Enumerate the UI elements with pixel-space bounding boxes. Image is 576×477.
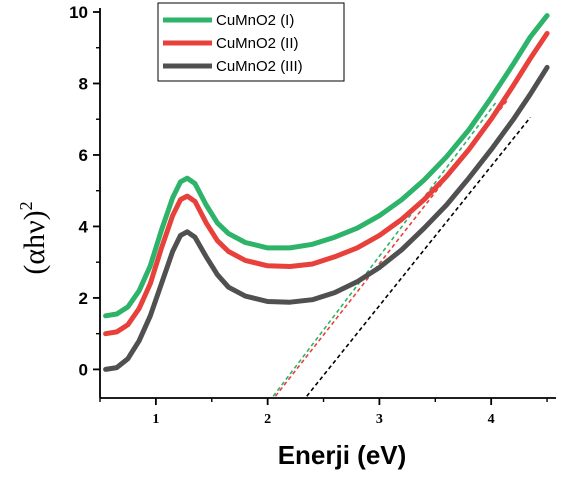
x-tick-label: 1 xyxy=(152,412,159,427)
x-ticks: 1 2 3 4 xyxy=(99,398,548,427)
x-tick-label: 2 xyxy=(264,412,271,427)
tangent-lines xyxy=(272,99,531,397)
y-tick-label: 2 xyxy=(79,289,88,308)
x-tick-label: 3 xyxy=(376,412,383,427)
legend-label: CuMnO2 (II) xyxy=(216,35,299,52)
legend-label: CuMnO2 (III) xyxy=(216,58,303,75)
series-line xyxy=(103,64,550,372)
y-tick-label: 6 xyxy=(79,146,88,165)
tangent-line xyxy=(306,116,531,397)
legend-label: CuMnO2 (I) xyxy=(216,12,294,29)
series-line xyxy=(103,13,550,319)
x-tick-label: 4 xyxy=(488,412,495,427)
y-axis-title-superscript: 2 xyxy=(16,201,36,210)
series-line xyxy=(103,30,550,337)
y-ticks: 0 2 4 6 8 10 xyxy=(69,3,100,379)
y-tick-label: 10 xyxy=(69,3,88,22)
y-axis-title-main: (αhν) xyxy=(18,210,51,274)
y-tick-label: 8 xyxy=(79,74,88,93)
x-axis-title: Enerji (eV) xyxy=(278,440,407,470)
legend: CuMnO2 (I) CuMnO2 (II) CuMnO2 (III) xyxy=(157,2,345,82)
tangent-line xyxy=(272,100,498,397)
series-lines xyxy=(103,13,550,372)
y-tick-label: 0 xyxy=(79,360,88,379)
y-axis-title: (αhν)2 xyxy=(16,201,51,274)
y-tick-label: 4 xyxy=(79,217,89,236)
svg-text:(αhν)2: (αhν)2 xyxy=(16,201,51,274)
